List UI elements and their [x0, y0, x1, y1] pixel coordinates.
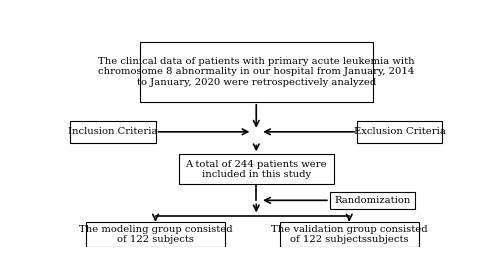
FancyBboxPatch shape: [179, 154, 334, 184]
FancyBboxPatch shape: [86, 222, 225, 247]
Text: Randomization: Randomization: [334, 196, 410, 205]
Text: A total of 244 patients were
included in this study: A total of 244 patients were included in…: [186, 160, 327, 179]
FancyBboxPatch shape: [140, 42, 372, 102]
FancyBboxPatch shape: [280, 222, 419, 247]
Text: The modeling group consisted
of 122 subjects: The modeling group consisted of 122 subj…: [78, 225, 233, 244]
FancyBboxPatch shape: [357, 121, 442, 143]
Text: The validation group consisted
of 122 subjectssubjects: The validation group consisted of 122 su…: [271, 225, 428, 244]
FancyBboxPatch shape: [330, 192, 415, 209]
FancyBboxPatch shape: [70, 121, 156, 143]
Text: Inclusion Criteria: Inclusion Criteria: [68, 127, 158, 136]
Text: Exclusion Criteria: Exclusion Criteria: [354, 127, 446, 136]
Text: The clinical data of patients with primary acute leukemia with
chromosome 8 abno: The clinical data of patients with prima…: [98, 57, 414, 87]
